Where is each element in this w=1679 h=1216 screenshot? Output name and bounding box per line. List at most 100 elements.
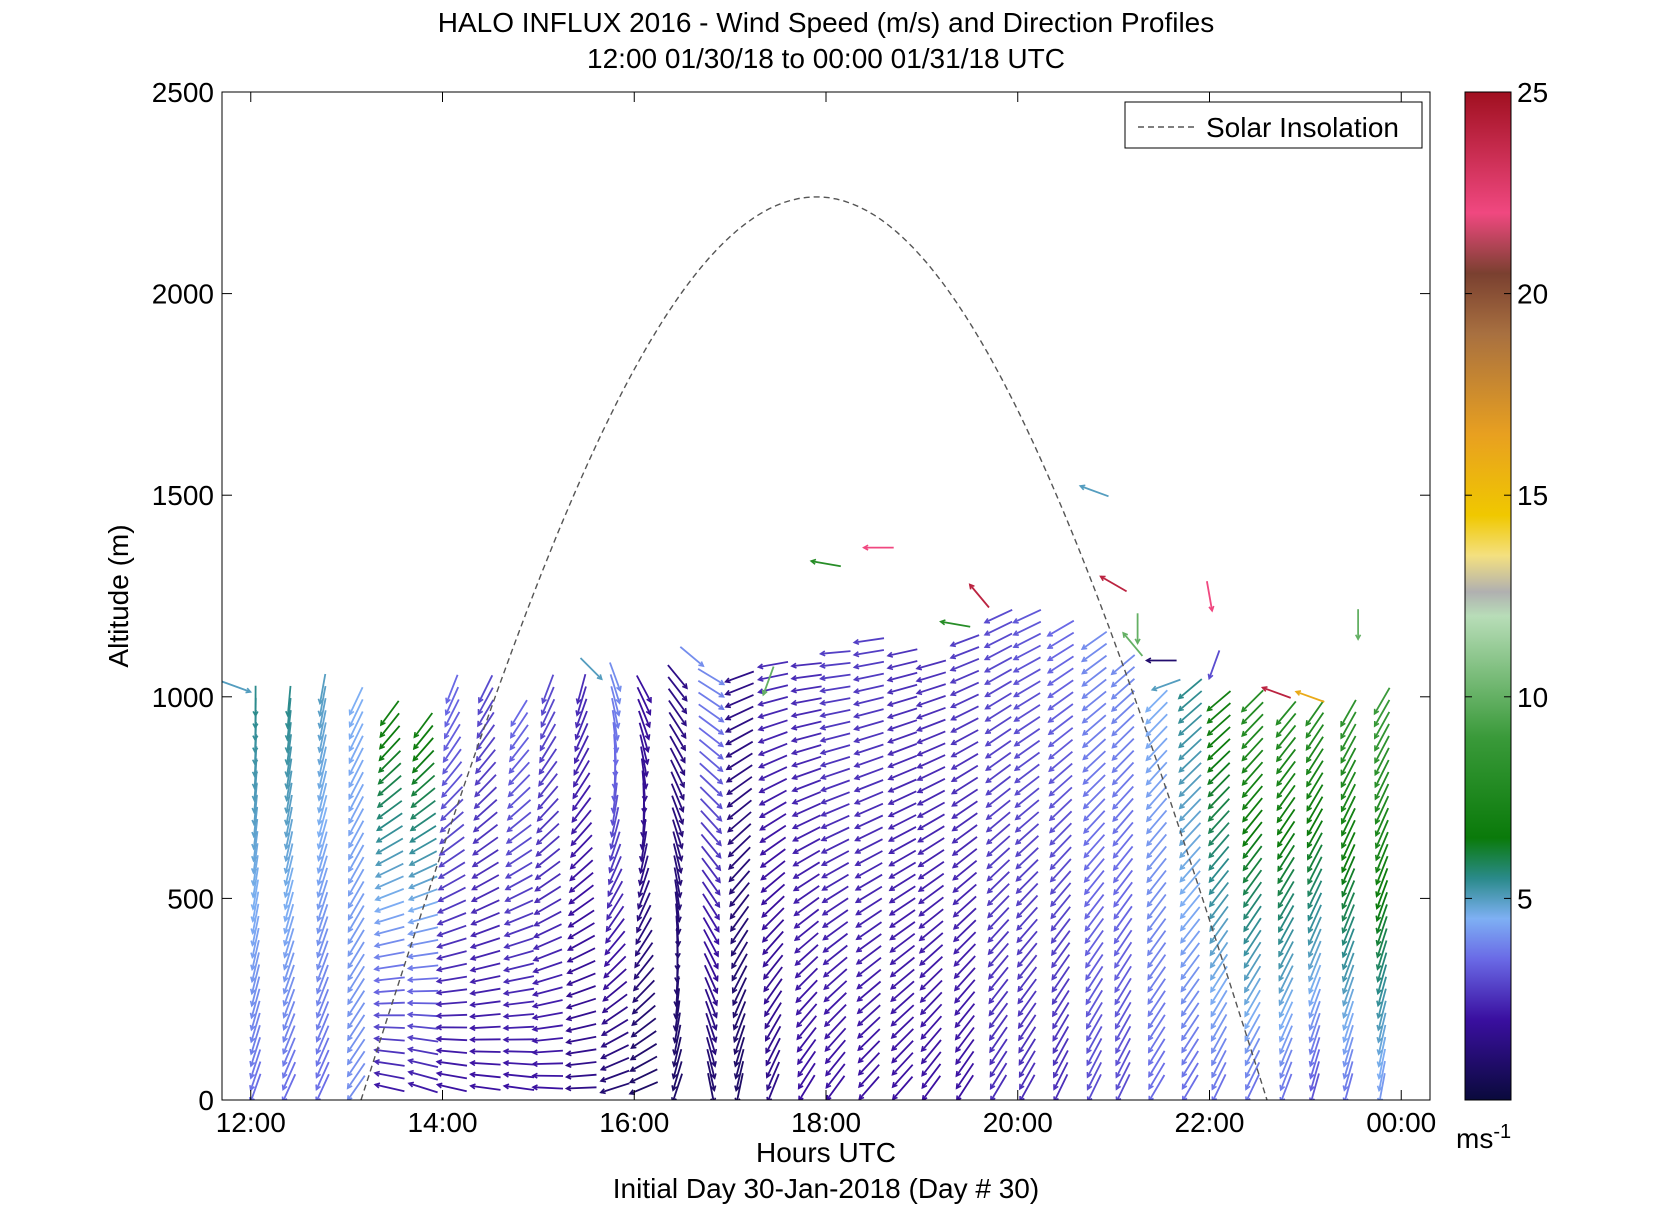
wind-vector — [792, 826, 821, 842]
wind-vector — [281, 1061, 297, 1092]
wind-vector — [282, 1025, 296, 1055]
wind-vector — [701, 881, 721, 909]
wind-vector — [346, 1050, 366, 1078]
wind-vector — [1279, 1037, 1293, 1068]
wind-vector — [347, 965, 365, 994]
wind-vector — [1376, 964, 1388, 996]
wind-vector — [1342, 1012, 1354, 1044]
wind-vector — [348, 735, 364, 765]
wind-vector — [1115, 1013, 1132, 1042]
wind-vector — [1276, 784, 1296, 812]
wind-vector — [316, 867, 328, 899]
wind-vector — [699, 798, 723, 822]
wind-vector — [1207, 774, 1231, 798]
wind-vector — [731, 965, 748, 994]
wind-vector — [917, 860, 945, 880]
wind-vector — [508, 736, 530, 763]
wind-vector — [1375, 891, 1388, 923]
wind-vector — [629, 1055, 658, 1072]
wind-vector — [1341, 892, 1356, 922]
wind-vector — [407, 1081, 438, 1094]
wind-vector — [436, 912, 467, 926]
wind-vector — [1048, 751, 1073, 773]
wind-vector — [1082, 750, 1107, 773]
wind-vector — [821, 909, 849, 929]
wind-vector — [348, 795, 364, 825]
wind-vector — [440, 798, 464, 822]
wind-vector — [987, 906, 1010, 931]
wind-vector — [574, 723, 589, 753]
wind-vector — [820, 838, 850, 854]
wind-vector — [637, 698, 651, 729]
wind-vector — [374, 875, 404, 890]
wind-vector — [985, 823, 1011, 845]
wind-vector — [1244, 1013, 1261, 1043]
wind-vector — [1144, 657, 1177, 664]
wind-vector — [564, 1073, 597, 1080]
wind-vector — [1342, 1061, 1354, 1092]
wind-vector — [791, 814, 821, 830]
wind-vector — [886, 671, 918, 683]
wind-vector — [1146, 809, 1168, 835]
wind-vector — [567, 897, 595, 917]
wind-vector — [950, 741, 979, 758]
wind-vector — [502, 987, 535, 996]
wind-vector — [373, 1082, 405, 1093]
wind-vector — [540, 711, 556, 740]
wind-vector — [538, 760, 558, 787]
wind-vector — [567, 922, 595, 940]
wind-vector — [1013, 739, 1041, 759]
wind-vector — [572, 772, 591, 800]
wind-vector — [1016, 942, 1038, 968]
wind-vector — [821, 862, 850, 879]
wind-vector — [1206, 690, 1232, 712]
x-tick-label: 12:00 — [216, 1107, 286, 1138]
wind-vector — [916, 789, 946, 806]
wind-vector — [1276, 760, 1296, 787]
wind-vector — [1083, 870, 1105, 896]
chart-subtitle: 12:00 01/30/18 to 00:00 01/31/18 UTC — [587, 43, 1065, 74]
wind-vector — [1181, 1026, 1200, 1054]
wind-vector — [887, 814, 917, 830]
wind-vector — [536, 797, 559, 822]
wind-vector — [1114, 1001, 1132, 1030]
wind-vector — [1085, 977, 1104, 1006]
wind-vector — [887, 743, 918, 756]
wind-vector — [1147, 1002, 1166, 1030]
wind-vector — [347, 929, 365, 958]
wind-vector — [444, 686, 460, 717]
wind-vector — [989, 1038, 1008, 1066]
wind-vector — [760, 871, 786, 893]
wind-vector — [825, 1075, 846, 1100]
wind-vector — [918, 908, 944, 929]
wind-vector — [533, 910, 562, 927]
wind-vector — [508, 749, 530, 775]
wind-vector — [1084, 905, 1105, 932]
wind-vector — [728, 858, 751, 883]
wind-vector — [1178, 810, 1202, 834]
wind-vector — [1178, 798, 1202, 822]
wind-vector — [727, 823, 752, 846]
wind-vector — [509, 724, 529, 751]
wind-vector — [435, 950, 467, 961]
wind-vector — [792, 838, 821, 854]
wind-vector — [916, 730, 946, 745]
wind-vector — [510, 699, 528, 728]
wind-vector — [1341, 880, 1356, 910]
wind-vector — [1376, 988, 1387, 1020]
wind-vector — [610, 686, 621, 717]
wind-vector — [1308, 1037, 1321, 1068]
wind-vector — [730, 917, 749, 945]
wind-vector — [531, 986, 563, 997]
wind-vector — [820, 803, 850, 817]
x-tick-label: 22:00 — [1174, 1107, 1244, 1138]
wind-vector — [917, 872, 945, 892]
wind-vector — [1146, 905, 1167, 932]
wind-vector — [1375, 952, 1388, 983]
wind-vector — [640, 746, 649, 778]
x-tick-label: 18:00 — [791, 1107, 861, 1138]
wind-vector — [601, 1006, 629, 1025]
wind-vector — [950, 764, 979, 783]
wind-vector — [733, 1013, 746, 1044]
wind-vector — [758, 766, 788, 781]
